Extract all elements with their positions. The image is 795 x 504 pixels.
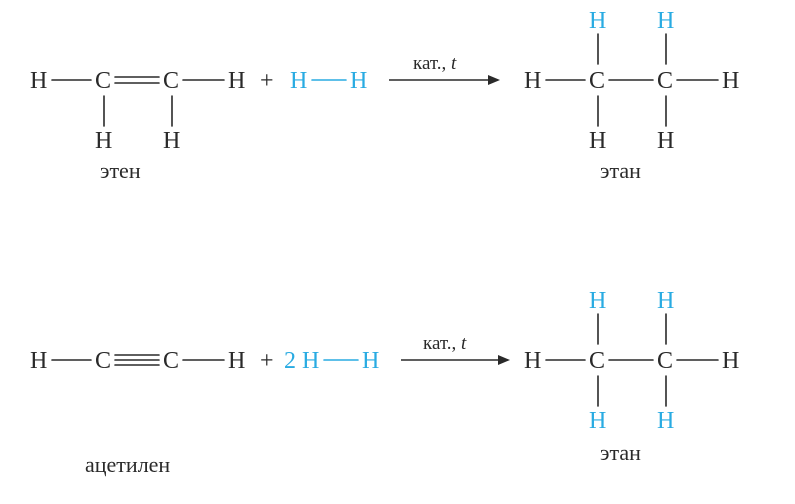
atom-h: H	[589, 8, 606, 35]
atom-h: H	[524, 348, 541, 375]
atom-c: C	[657, 348, 673, 375]
plus-sign: +	[260, 348, 274, 375]
reactant-label: ацетилен	[85, 452, 170, 478]
coefficient: 2	[284, 348, 296, 375]
atom-h: H	[350, 68, 367, 95]
atom-c: C	[163, 348, 179, 375]
atom-h: H	[524, 68, 541, 95]
atom-h: H	[589, 288, 606, 315]
atom-c: C	[95, 348, 111, 375]
product-label: этан	[600, 440, 641, 466]
atom-c: C	[163, 68, 179, 95]
atom-c: C	[95, 68, 111, 95]
atom-h: H	[722, 348, 739, 375]
atom-h: H	[95, 128, 112, 155]
product-label: этан	[600, 158, 641, 184]
atom-h: H	[657, 288, 674, 315]
atom-h: H	[30, 348, 47, 375]
atom-h: H	[657, 408, 674, 435]
atom-h: H	[589, 408, 606, 435]
atom-h: H	[302, 348, 319, 375]
atom-h: H	[657, 128, 674, 155]
plus-sign: +	[260, 68, 274, 95]
reaction-conditions: кат., t	[413, 53, 456, 75]
atom-c: C	[657, 68, 673, 95]
atom-h: H	[722, 68, 739, 95]
atom-h: H	[589, 128, 606, 155]
atom-h: H	[30, 68, 47, 95]
bonds-layer	[0, 0, 795, 504]
reaction-conditions: кат., t	[423, 333, 466, 355]
reactant-label: этен	[100, 158, 141, 184]
atom-c: C	[589, 348, 605, 375]
atom-h: H	[228, 68, 245, 95]
atom-h: H	[362, 348, 379, 375]
atom-h: H	[163, 128, 180, 155]
atom-h: H	[228, 348, 245, 375]
atom-h: H	[657, 8, 674, 35]
atom-c: C	[589, 68, 605, 95]
atom-h: H	[290, 68, 307, 95]
